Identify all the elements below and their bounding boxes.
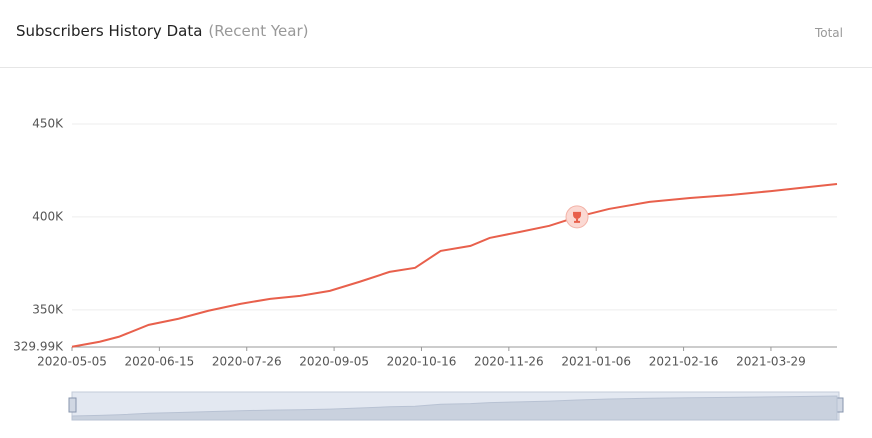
x-tick-label: 2020-05-05 bbox=[37, 355, 107, 369]
x-tick-label: 2020-07-26 bbox=[212, 355, 282, 369]
header: Subscribers History Data (Recent Year) To… bbox=[0, 0, 872, 68]
y-tick-label: 329.99K bbox=[13, 340, 64, 354]
title-row: Subscribers History Data (Recent Year) bbox=[16, 22, 308, 40]
milestone-trophy bbox=[573, 211, 582, 223]
x-tick-label: 2020-11-26 bbox=[474, 355, 544, 369]
x-tick-label: 2021-02-16 bbox=[649, 355, 719, 369]
x-tick-label: 2020-06-15 bbox=[124, 355, 194, 369]
subtitle: (Recent Year) bbox=[208, 22, 309, 40]
y-tick-label: 350K bbox=[32, 302, 64, 316]
x-tick-label: 2020-09-05 bbox=[299, 355, 369, 369]
x-tick-label: 2021-03-29 bbox=[736, 355, 806, 369]
x-tick-label: 2021-01-06 bbox=[561, 355, 631, 369]
series-line bbox=[71, 183, 838, 348]
overview-area bbox=[71, 395, 838, 421]
x-tick-label: 2020-10-16 bbox=[387, 355, 457, 369]
total-button[interactable]: Total bbox=[814, 26, 843, 40]
zoom-handle[interactable] bbox=[68, 397, 77, 413]
title: Subscribers History Data bbox=[16, 22, 203, 40]
y-tick-label: 450K bbox=[32, 117, 64, 131]
y-tick-label: 400K bbox=[32, 209, 64, 223]
